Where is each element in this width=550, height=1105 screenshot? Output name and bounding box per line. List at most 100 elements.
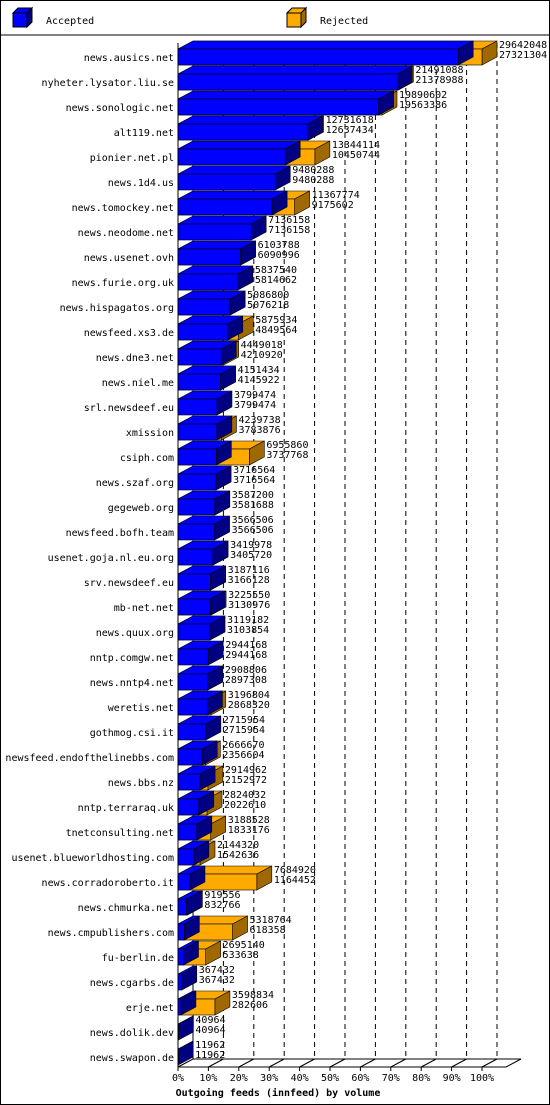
- data-label-rejected: 40964: [195, 1015, 225, 1026]
- category-label: nntp.terraraq.uk: [78, 803, 174, 814]
- category-label: news.dolik.dev: [90, 1028, 174, 1039]
- data-label-rejected: 2908806: [225, 665, 267, 676]
- category-label: news.bbs.nz: [108, 778, 174, 789]
- category-label: erje.net: [126, 1003, 174, 1014]
- data-label-accepted: 4849564: [255, 325, 297, 336]
- data-label-accepted: 2356604: [222, 750, 264, 761]
- category-label: nntp.comgw.net: [90, 653, 174, 664]
- data-label-accepted: 4210920: [241, 350, 283, 361]
- x-axis-title: Outgoing feeds (innfeed) by volume: [176, 1087, 381, 1099]
- category-label: usenet.blueworldhosting.com: [11, 853, 174, 864]
- grid-floor-line: [360, 1058, 376, 1068]
- x-tick-label: 20%: [230, 1073, 248, 1084]
- bar-accepted: [177, 723, 207, 741]
- category-label: tnetconsulting.net: [66, 828, 174, 839]
- category-label: xmission: [126, 428, 174, 439]
- bar-accepted: [177, 323, 229, 341]
- data-label-rejected: 7684920: [274, 865, 316, 876]
- bar-accepted: [177, 73, 398, 91]
- data-label-accepted: 3103854: [227, 625, 269, 636]
- category-label: news.szaf.org: [96, 478, 174, 489]
- data-label-rejected: 3716564: [233, 465, 275, 476]
- data-label-accepted: 40964: [195, 1025, 225, 1036]
- plot-area: 0% 10% 20% 30% 40% 50% 60% 70% 80% 90% 100% news.au…: [5, 40, 547, 1084]
- category-label: gegeweb.org: [108, 503, 174, 514]
- category-label: fu-berlin.de: [102, 953, 174, 964]
- grid-floor-line: [390, 1058, 407, 1068]
- category-label: srv.newsdeef.eu: [84, 578, 174, 589]
- category-label: news.hispagatos.org: [60, 303, 174, 314]
- data-label-accepted: 3716564: [233, 475, 275, 486]
- data-label-rejected: 7136158: [268, 215, 310, 226]
- x-tick-label: 0%: [172, 1073, 184, 1084]
- category-label: news.cgarbs.de: [90, 978, 174, 989]
- data-label-accepted: 367432: [199, 975, 235, 986]
- data-label-accepted: 2897308: [225, 675, 267, 686]
- bar-accepted: [177, 273, 238, 291]
- data-label-rejected: 3225550: [228, 590, 270, 601]
- data-label-accepted: 3783876: [238, 425, 280, 436]
- data-label-accepted: 1833176: [228, 825, 270, 836]
- grid-floor-line: [268, 1058, 285, 1068]
- data-label-accepted: 282606: [232, 1000, 268, 1011]
- data-label-accepted: 2152972: [225, 775, 267, 786]
- bar-accepted: [177, 398, 218, 416]
- data-label-rejected: 3119182: [227, 615, 269, 626]
- legend-rejected: Rejected: [285, 6, 368, 29]
- bar-accepted: [177, 223, 252, 241]
- data-label-rejected: 5086800: [247, 290, 289, 301]
- data-label-accepted: 832766: [204, 900, 240, 911]
- category-label: news.tomockey.net: [72, 203, 174, 214]
- data-label-accepted: 2944168: [225, 650, 267, 661]
- bar-accepted: [177, 123, 308, 141]
- category-label: news.corradoroberto.it: [42, 878, 174, 889]
- data-label-rejected: 6103788: [258, 240, 300, 251]
- data-label-accepted: 6090996: [258, 250, 300, 261]
- data-label-rejected: 6955860: [266, 440, 308, 451]
- x-tick-label: 60%: [351, 1073, 369, 1084]
- bar-accepted-top: [177, 165, 291, 175]
- data-label-rejected: 2666670: [222, 740, 264, 751]
- data-label-rejected: 3799474: [234, 390, 276, 401]
- data-label-rejected: 919556: [204, 890, 240, 901]
- data-label-rejected: 5875934: [255, 315, 297, 326]
- legend: Accepted Rejected: [1, 6, 549, 36]
- category-label: nyheter.lysator.liu.se: [42, 78, 174, 89]
- data-label-accepted: 9480288: [292, 175, 334, 186]
- bar-group: newsfeed.endofthelinebbs.com 266667023566…: [5, 740, 265, 766]
- data-label-rejected: 2824032: [224, 790, 266, 801]
- bar-accepted: [177, 473, 217, 491]
- bar-accepted: [177, 648, 209, 666]
- grid-floor-line: [208, 1058, 224, 1068]
- grid-floor-line: [420, 1058, 437, 1068]
- bar-accepted: [177, 598, 211, 616]
- category-label: news.furie.org.uk: [72, 278, 174, 289]
- legend-rejected-label: Rejected: [320, 16, 368, 27]
- data-label-accepted: 3130976: [228, 600, 270, 611]
- data-label-accepted: 2868320: [228, 700, 270, 711]
- data-label-accepted: 3166128: [228, 575, 270, 586]
- data-label-accepted: 1164452: [274, 875, 316, 886]
- bar-accepted-top: [177, 140, 301, 150]
- category-label: news.1d4.us: [108, 178, 174, 189]
- data-label-accepted: 12637434: [326, 125, 374, 136]
